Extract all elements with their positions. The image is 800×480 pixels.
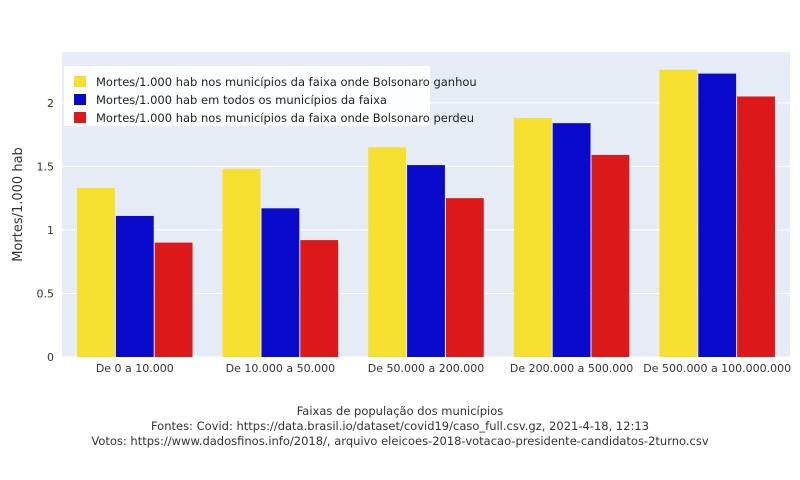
y-tick-label: 2 xyxy=(47,97,54,110)
bar xyxy=(552,123,591,358)
bar xyxy=(115,215,154,357)
bar xyxy=(222,168,261,357)
bar xyxy=(154,242,193,357)
legend-swatch xyxy=(74,112,86,123)
bar xyxy=(445,198,484,357)
legend-swatch xyxy=(74,76,86,87)
legend-label: Mortes/1.000 hab em todos os municípios … xyxy=(96,93,387,107)
y-tick-label: 1 xyxy=(47,224,54,237)
legend-label: Mortes/1.000 hab nos municípios da faixa… xyxy=(96,75,477,89)
legend-swatch xyxy=(74,94,86,105)
bar xyxy=(659,69,698,358)
bar xyxy=(737,96,775,358)
x-tick-label: De 10.000 a 50.000 xyxy=(226,362,335,375)
chart-caption: Faixas de população dos municípios Fonte… xyxy=(0,404,800,449)
x-tick-label: De 0 a 10.000 xyxy=(96,362,174,375)
bar xyxy=(77,187,115,357)
bar xyxy=(698,73,737,358)
y-tick-label: 0.5 xyxy=(37,287,55,300)
legend-box xyxy=(64,66,430,126)
bar xyxy=(513,118,552,357)
covid-source-note: Fontes: Covid: https://data.brasil.io/da… xyxy=(150,419,650,433)
y-axis-title: Mortes/1.000 hab xyxy=(11,147,26,262)
bar xyxy=(300,240,339,357)
bar-chart: 0 0.5 1 1.5 2 Mortes/1.000 hab De 0 a 10.000 De… xyxy=(11,52,791,375)
bar xyxy=(591,154,630,357)
x-tick-label: De 200.000 a 500.000 xyxy=(510,362,633,375)
votes-source-note: Votos: https://www.dadosfinos.info/2018/… xyxy=(91,434,709,448)
bar xyxy=(368,147,407,357)
x-tick-label: De 500.000 a 100.000.000 xyxy=(643,362,791,375)
x-axis-title: Faixas de população dos municípios xyxy=(296,404,504,418)
legend-label: Mortes/1.000 hab nos municípios da faixa… xyxy=(96,111,474,125)
y-tick-label: 0 xyxy=(47,351,54,364)
x-tick-label: De 50.000 a 200.000 xyxy=(368,362,484,375)
bar xyxy=(407,165,445,357)
bar xyxy=(261,208,300,357)
y-tick-label: 1.5 xyxy=(37,160,55,173)
